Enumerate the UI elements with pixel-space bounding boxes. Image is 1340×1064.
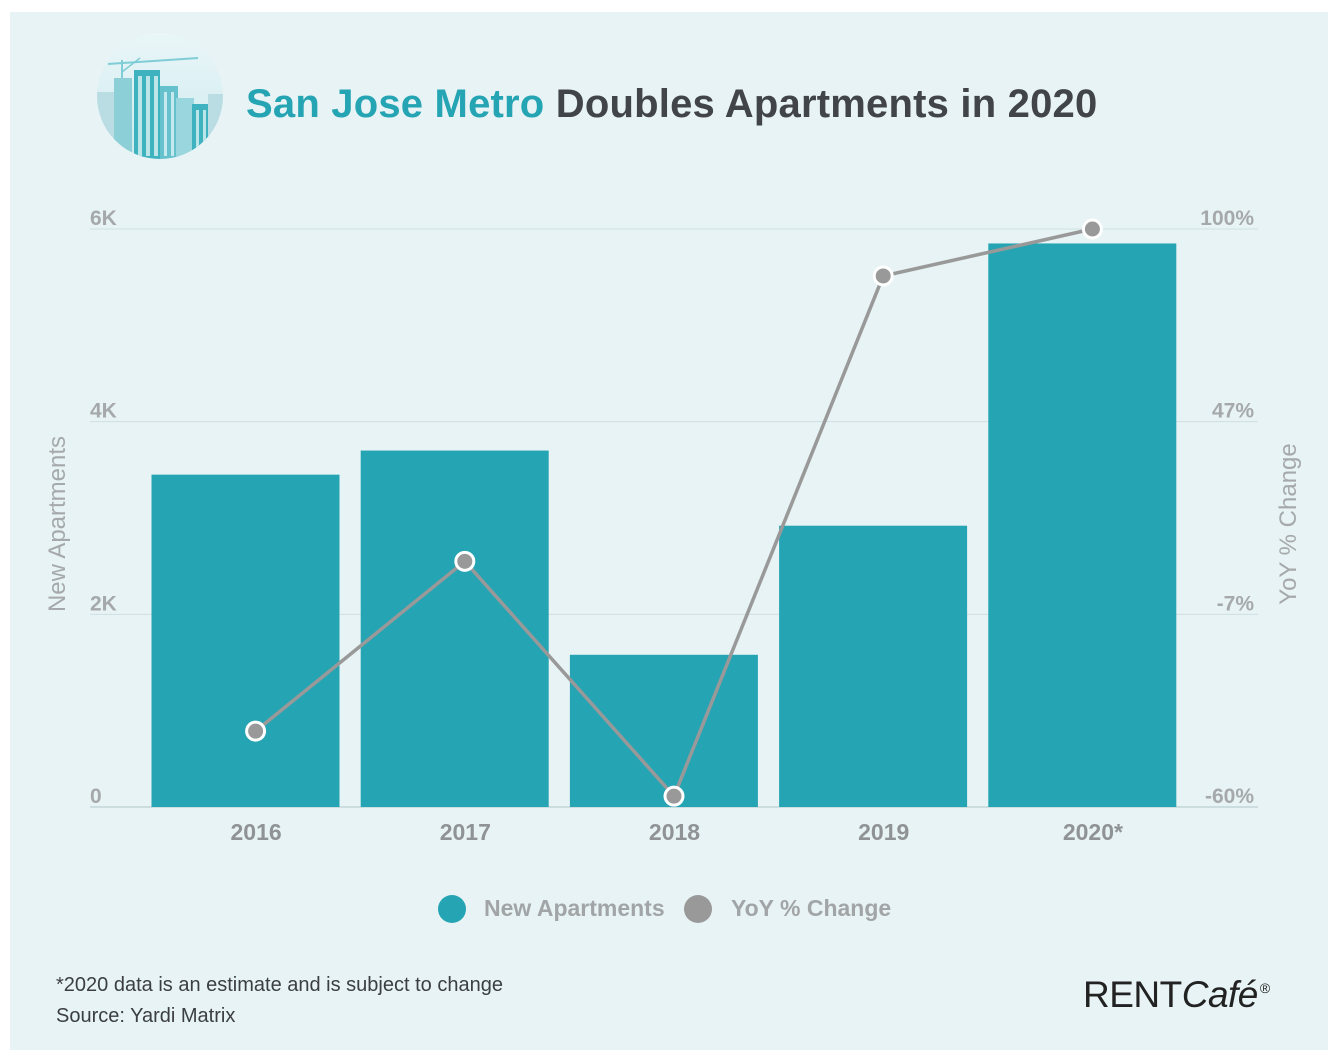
x-tick-label: 2020* <box>1063 819 1123 845</box>
y-tick-label: 0 <box>90 785 102 808</box>
title-rest: Doubles Apartments in 2020 <box>555 82 1098 126</box>
axis-titles: New Apartments YoY % Change <box>44 436 1302 612</box>
legend-swatch-bar <box>438 895 466 923</box>
y-right-tick-label: -60% <box>1205 785 1254 808</box>
bar <box>151 474 340 807</box>
x-tick-label: 2018 <box>649 819 700 845</box>
logo-cafe: Café <box>1181 974 1259 1015</box>
logo-registered-mark: ® <box>1259 980 1270 996</box>
legend: New Apartments YoY % Change <box>438 895 891 923</box>
line-point <box>872 265 894 287</box>
bar <box>360 450 549 807</box>
x-tick-label: 2019 <box>858 819 909 845</box>
bar <box>779 525 968 807</box>
y-tick-label: 4K <box>90 400 117 423</box>
line-point <box>663 785 685 807</box>
line-point <box>454 550 476 572</box>
x-tick-label: 2016 <box>231 819 282 845</box>
footnote: *2020 data is an estimate and is subject… <box>56 970 503 1032</box>
bar <box>988 243 1177 807</box>
legend-label: New Apartments <box>484 895 665 921</box>
y-axis-right: -60% -7% 47% 100% <box>1200 207 1254 808</box>
legend-label: YoY % Change <box>731 895 891 921</box>
y-right-axis-title: YoY % Change <box>1275 443 1302 604</box>
y-right-tick-label: 100% <box>1200 207 1254 230</box>
line-point <box>245 720 267 742</box>
chart-card: 0 2K 4K 6K -60% -7% 47% 100% 2016 2017 2018 2019 2… <box>10 12 1328 1050</box>
y-right-tick-label: 47% <box>1212 400 1254 423</box>
bar <box>569 654 758 807</box>
chart-title: San Jose Metro Doubles Apartments in 202… <box>246 82 1097 127</box>
line-point <box>1081 218 1103 240</box>
estimate-note: *2020 data is an estimate and is subject… <box>56 974 503 996</box>
x-axis: 2016 2017 2018 2019 2020* <box>231 819 1123 845</box>
x-tick-label: 2017 <box>440 819 491 845</box>
y-axis-left: 0 2K 4K 6K <box>90 207 117 808</box>
source-note: Source: Yardi Matrix <box>56 1005 236 1027</box>
line-series <box>245 218 1103 807</box>
bar-series <box>151 243 1177 807</box>
y-right-tick-label: -7% <box>1217 592 1255 615</box>
y-tick-label: 6K <box>90 207 117 230</box>
skyline-icon <box>97 33 223 159</box>
title-highlight: San Jose Metro <box>246 82 545 126</box>
logo-rent: RENT <box>1083 974 1182 1015</box>
y-tick-label: 2K <box>90 592 117 615</box>
legend-swatch-line <box>684 895 712 923</box>
y-axis-title: New Apartments <box>44 436 71 612</box>
rentcafe-logo: RENTCafé ® <box>1083 974 1270 1016</box>
